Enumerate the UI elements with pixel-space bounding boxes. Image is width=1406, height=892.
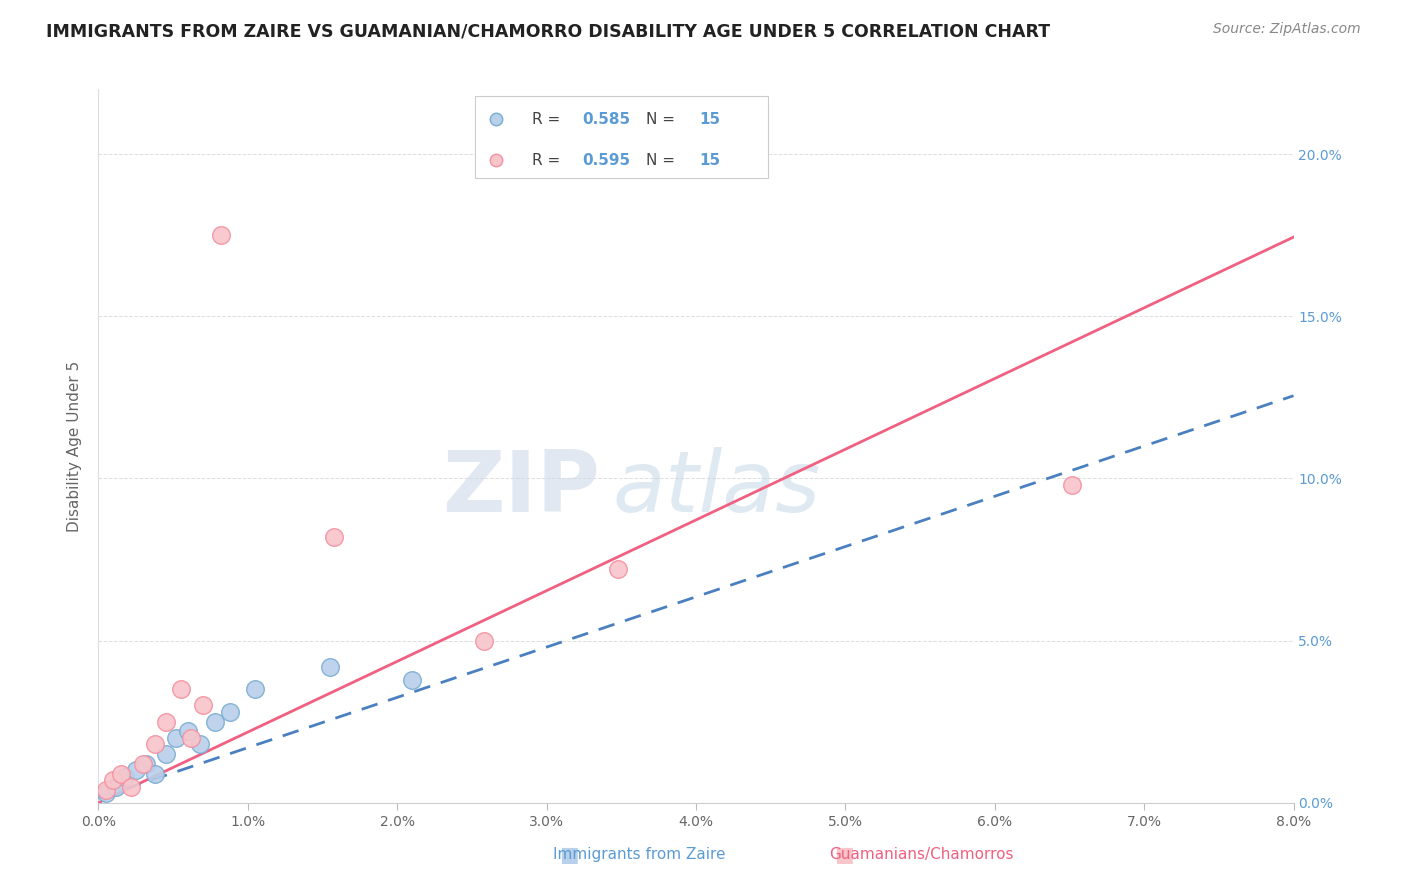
Point: [1062, 478, 1084, 492]
Text: atlas: atlas: [613, 447, 820, 531]
Text: 15: 15: [700, 153, 721, 168]
Point: [169, 682, 191, 697]
Text: Immigrants from Zaire: Immigrants from Zaire: [554, 847, 725, 862]
Text: Guamanians/Chamorros: Guamanians/Chamorros: [828, 847, 1014, 862]
Point: [120, 780, 142, 794]
Point: [472, 633, 495, 648]
Point: [143, 738, 166, 752]
Point: [155, 714, 177, 729]
Text: ■: ■: [834, 845, 853, 864]
Point: [132, 756, 155, 771]
Point: [245, 682, 267, 697]
Point: [180, 731, 202, 745]
Point: [401, 673, 423, 687]
Text: Source: ZipAtlas.com: Source: ZipAtlas.com: [1213, 22, 1361, 37]
Text: IMMIGRANTS FROM ZAIRE VS GUAMANIAN/CHAMORRO DISABILITY AGE UNDER 5 CORRELATION C: IMMIGRANTS FROM ZAIRE VS GUAMANIAN/CHAMO…: [46, 22, 1050, 40]
Point: [319, 659, 342, 673]
Text: R =: R =: [533, 112, 565, 127]
Point: [94, 786, 117, 800]
Point: [135, 756, 157, 771]
Point: [188, 738, 211, 752]
Point: [204, 714, 226, 729]
Point: [110, 766, 132, 780]
Point: [143, 766, 166, 780]
Text: 15: 15: [700, 112, 721, 127]
Point: [209, 228, 232, 243]
FancyBboxPatch shape: [475, 96, 768, 178]
Point: [177, 724, 200, 739]
Text: ■: ■: [560, 845, 579, 864]
Point: [323, 530, 346, 544]
Text: N =: N =: [645, 112, 679, 127]
Y-axis label: Disability Age Under 5: Disability Age Under 5: [67, 360, 83, 532]
Point: [105, 780, 128, 794]
Text: ZIP: ZIP: [443, 447, 600, 531]
Text: N =: N =: [645, 153, 679, 168]
Point: [155, 747, 177, 761]
Point: [165, 731, 187, 745]
Point: [219, 705, 242, 719]
Point: [607, 562, 630, 576]
Point: [125, 764, 148, 778]
Text: 0.585: 0.585: [582, 112, 630, 127]
Text: R =: R =: [533, 153, 565, 168]
Text: 0.595: 0.595: [582, 153, 630, 168]
Point: [94, 782, 117, 797]
Point: [103, 773, 125, 788]
Point: [191, 698, 214, 713]
Point: [114, 770, 136, 784]
